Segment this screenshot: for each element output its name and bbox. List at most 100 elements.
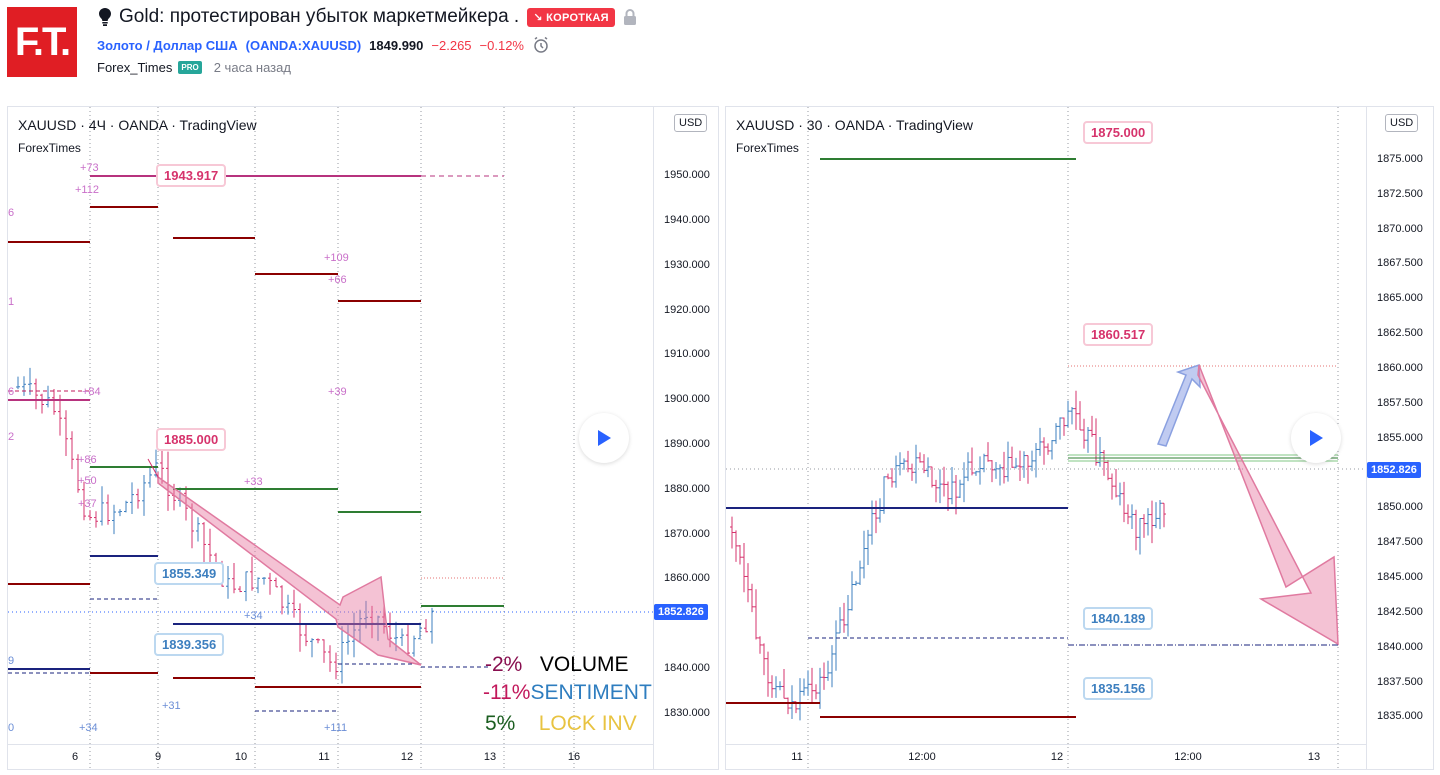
left-chart-title: XAUUSD · 4Ч · OANDA · TradingView [18, 117, 257, 133]
legend-lock-inv: 5% LOCK INV [485, 712, 637, 735]
left-chart-panel[interactable]: XAUUSD · 4Ч · OANDA · TradingView ForexT… [7, 106, 719, 770]
lock-icon [623, 9, 636, 25]
level-label: +39 [328, 386, 347, 398]
time-tick: 10 [234, 751, 248, 763]
play-button[interactable] [1291, 413, 1341, 463]
level-label: +86 [78, 454, 97, 466]
time-tick: 12 [400, 751, 414, 763]
callout-1875: 1875.000 [1083, 121, 1154, 144]
price-tick: 1872.500 [1377, 188, 1423, 200]
right-chart-subtitle: ForexTimes [736, 141, 799, 155]
level-label: +50 [78, 475, 97, 487]
legend-volume: -2% VOLUME [485, 653, 629, 676]
price-tick: 1867.500 [1377, 257, 1423, 269]
idea-title-row: Gold: протестирован убыток маркетмейкера… [99, 6, 637, 28]
price-change-pct: −0.12% [479, 37, 524, 53]
callout-1885: 1885.000 [156, 428, 227, 451]
alarm-clock-icon[interactable] [532, 36, 550, 54]
callout-1860: 1860.517 [1083, 323, 1154, 346]
idea-title: Gold: протестирован убыток маркетмейкера… [119, 6, 520, 27]
level-label: 6 [8, 207, 15, 219]
price-tick: 1842.500 [1377, 606, 1423, 618]
price-tick: 1870.000 [664, 528, 710, 540]
price-tick: 1847.500 [1377, 536, 1423, 548]
price-tick: 1862.500 [1377, 327, 1423, 339]
symbol-row: Золото / Доллар США (OANDA:XAUUSD) 1849.… [97, 36, 550, 54]
time-tick: 11 [318, 751, 330, 763]
price-tick: 1890.000 [664, 438, 710, 450]
time-tick: 9 [154, 751, 162, 763]
time-tick: 11 [791, 751, 803, 763]
callout-1855: 1855.349 [154, 562, 225, 585]
symbol-name-link[interactable]: Золото / Доллар США [97, 37, 238, 53]
price-tick: 1870.000 [1377, 223, 1423, 235]
current-price-label: 1852.826 [1367, 462, 1421, 478]
callout-1839: 1839.356 [154, 633, 225, 656]
currency-label[interactable]: USD [674, 114, 708, 132]
play-button[interactable] [579, 413, 629, 463]
price-tick: 1845.000 [1377, 571, 1423, 583]
price-tick: 1855.000 [1377, 432, 1423, 444]
level-label: +33 [244, 476, 263, 488]
price-change: −2.265 [431, 37, 472, 53]
price-tick: 1850.000 [1377, 501, 1423, 513]
play-icon [1310, 430, 1323, 446]
level-label: +112 [75, 184, 99, 196]
time-tick: 12:00 [1174, 751, 1202, 763]
right-time-axis[interactable]: 11 12:00 12 12:00 13 [726, 744, 1366, 769]
left-price-axis[interactable]: USD 1950.000 1940.000 1930.000 1920.000 … [653, 107, 718, 769]
price-tick: 1865.000 [1377, 292, 1423, 304]
price-tick: 1835.000 [1377, 710, 1423, 722]
price-tick: 1900.000 [664, 393, 710, 405]
price-tick: 1940.000 [664, 214, 710, 226]
price-tick: 1920.000 [664, 304, 710, 316]
left-time-axis[interactable]: 6 9 10 11 12 13 16 [8, 744, 653, 769]
callout-1943: 1943.917 [156, 164, 227, 187]
time-tick: 12:00 [908, 751, 936, 763]
idea-header: F.T. Gold: протестирован убыток маркетме… [0, 0, 1440, 92]
level-label: +34 [244, 610, 263, 622]
price-tick: 1830.000 [664, 707, 710, 719]
right-candles [730, 390, 1166, 721]
play-icon [598, 430, 611, 446]
price-tick: 1860.000 [1377, 362, 1423, 374]
right-chart-panel[interactable]: XAUUSD · 30 · OANDA · TradingView ForexT… [725, 106, 1434, 770]
current-price-label: 1852.826 [654, 604, 708, 620]
time-tick: 16 [567, 751, 581, 763]
publish-time: 2 часа назад [213, 60, 291, 75]
lightbulb-icon [99, 8, 111, 26]
time-tick: 12 [1050, 751, 1064, 763]
price-tick: 1930.000 [664, 259, 710, 271]
level-label: 9 [8, 655, 15, 667]
price-tick: 1880.000 [664, 483, 710, 495]
right-chart-plot[interactable] [726, 107, 1366, 770]
level-label: 0 [8, 722, 15, 734]
level-label: +84 [82, 386, 101, 398]
author-logo[interactable]: F.T. [7, 7, 77, 77]
price-tick: 1840.000 [1377, 641, 1423, 653]
currency-label[interactable]: USD [1385, 114, 1419, 132]
level-label: +34 [79, 722, 98, 734]
left-chart-subtitle: ForexTimes [18, 141, 81, 155]
level-label: +73 [80, 162, 99, 174]
author-name[interactable]: Forex_Times [97, 60, 173, 75]
level-label: 1 [8, 296, 15, 308]
time-tick: 13 [1307, 751, 1321, 763]
price-tick: 1840.000 [664, 662, 710, 674]
level-label: +37 [78, 498, 97, 510]
level-label: 2 [8, 431, 15, 443]
level-label: +31 [162, 700, 181, 712]
symbol-code-link[interactable]: (OANDA:XAUUSD) [245, 37, 362, 53]
price-tick: 1860.000 [664, 572, 710, 584]
pro-badge: PRO [178, 61, 202, 74]
level-label: +111 [324, 722, 348, 734]
right-price-axis[interactable]: USD 1875.000 1872.500 1870.000 1867.500 … [1366, 107, 1433, 769]
level-label: +66 [328, 274, 347, 286]
short-badge: ↘ КОРОТКАЯ [527, 7, 615, 27]
price-tick: 1875.000 [1377, 153, 1423, 165]
right-chart-title: XAUUSD · 30 · OANDA · TradingView [736, 117, 974, 133]
author-row: Forex_Times PRO 2 часа назад [97, 60, 291, 75]
price-tick: 1910.000 [664, 348, 710, 360]
last-price: 1849.990 [369, 37, 424, 53]
price-tick: 1857.500 [1377, 397, 1423, 409]
